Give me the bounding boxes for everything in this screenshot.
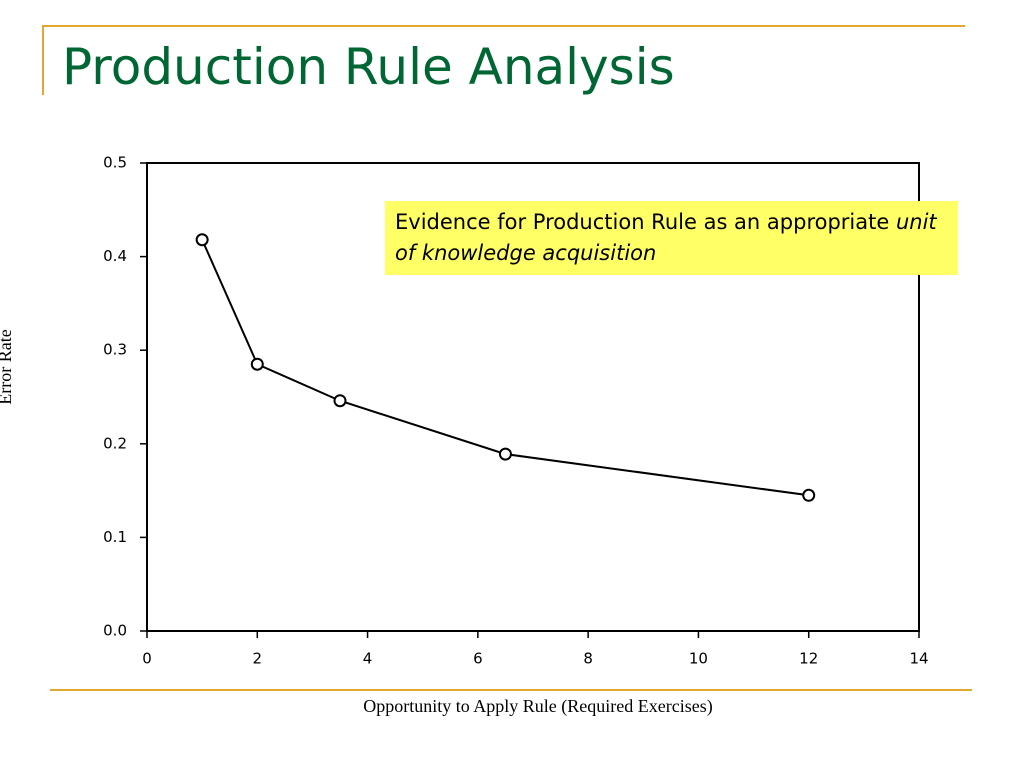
y-tick-label: 0.4	[103, 247, 127, 265]
annotation-emphasis: unit of knowledge acquisition	[395, 210, 937, 265]
y-tick-label: 0.2	[103, 434, 127, 452]
marker	[498, 447, 512, 461]
y-tick-label: 0.5	[103, 154, 127, 172]
x-axis-label: Opportunity to Apply Rule (Required Exer…	[363, 696, 712, 717]
annotation-text: Evidence for Production Rule as an appro…	[395, 210, 890, 234]
marker	[195, 233, 209, 247]
x-tick-label: 12	[799, 650, 818, 668]
y-tick-label: 0.0	[103, 622, 127, 640]
x-tick-label: 14	[909, 650, 928, 668]
plot-frame	[146, 162, 920, 632]
y-tick-label: 0.3	[103, 341, 127, 359]
marker	[802, 488, 816, 502]
marker	[250, 357, 264, 371]
x-tick-label: 2	[253, 650, 263, 668]
marker	[333, 394, 347, 408]
x-tick-label: 10	[689, 650, 708, 668]
slide-title: Production Rule Analysis	[62, 38, 675, 96]
x-tick-label: 8	[583, 650, 593, 668]
y-tick-label: 0.1	[103, 528, 127, 546]
x-tick-label: 6	[473, 650, 483, 668]
x-tick-label: 4	[363, 650, 373, 668]
annotation: Evidence for Production Rule as an appro…	[385, 201, 958, 275]
x-tick-label: 0	[142, 650, 152, 668]
y-axis-label: Error Rate	[0, 329, 15, 404]
